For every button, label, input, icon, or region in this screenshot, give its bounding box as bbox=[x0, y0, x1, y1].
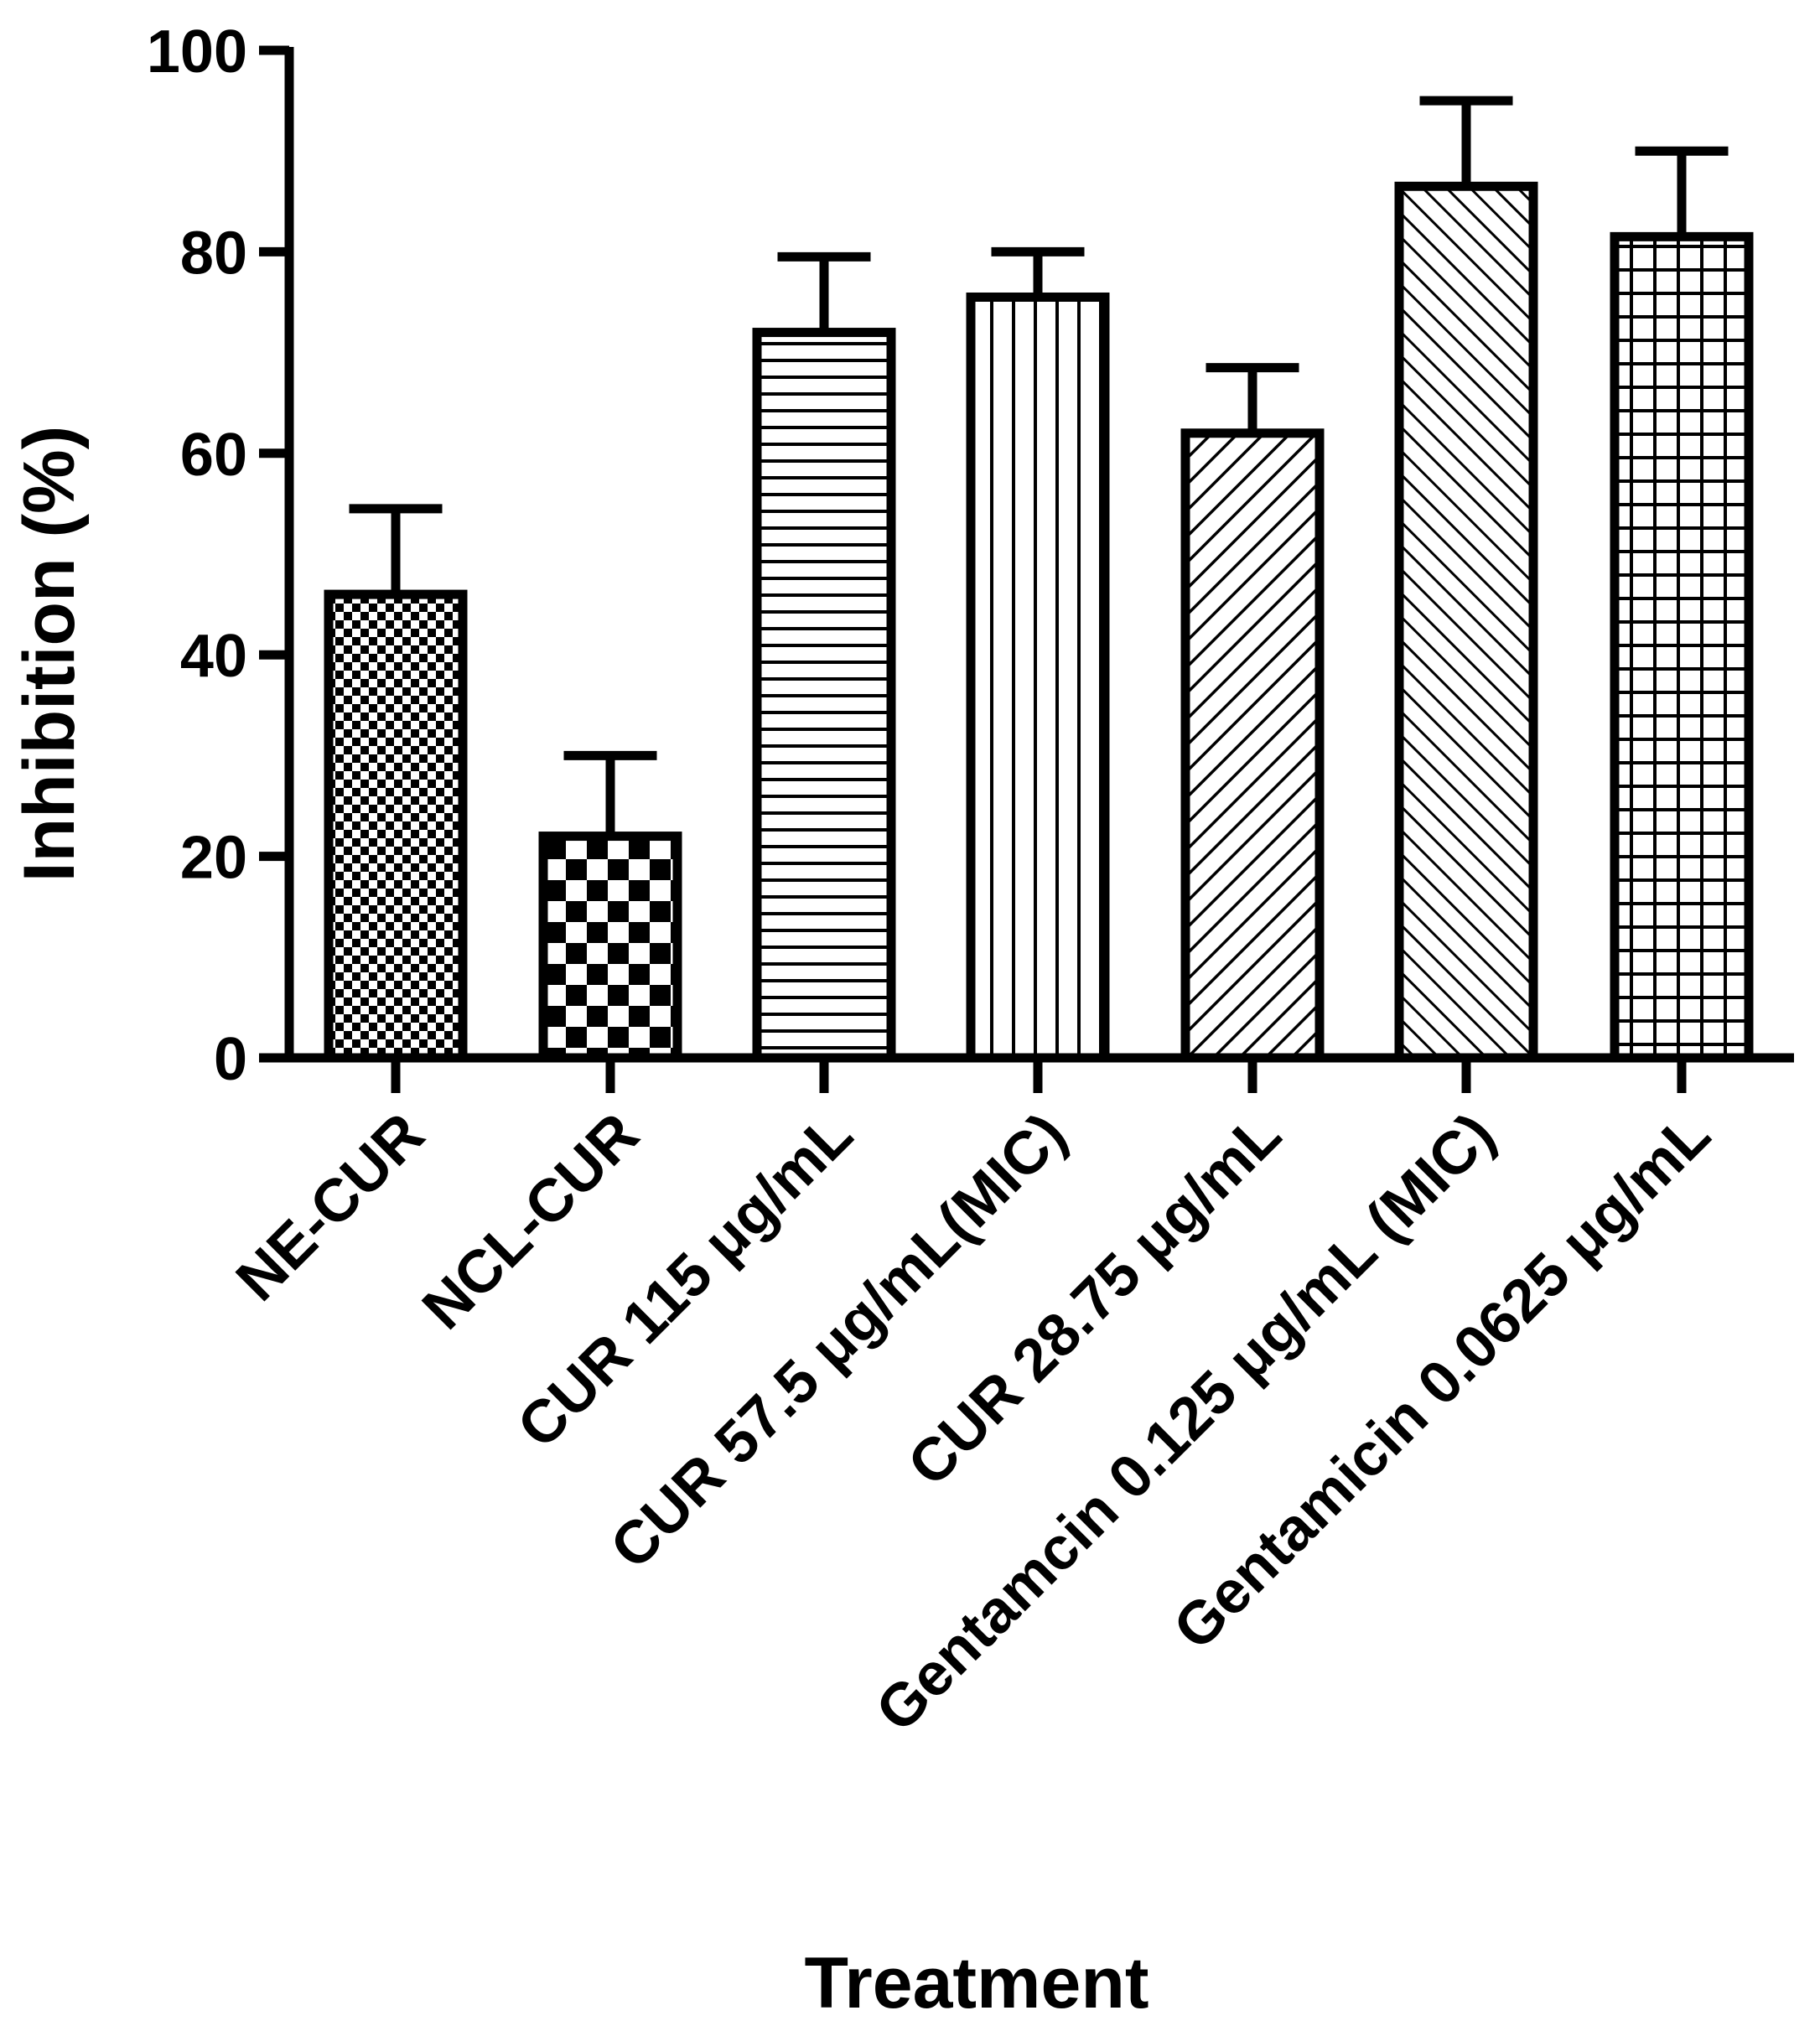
bar bbox=[1180, 428, 1325, 1063]
x-category-label: CUR 28.75 μg/mL bbox=[895, 1101, 1294, 1499]
y-tick-label: 40 bbox=[180, 623, 247, 690]
bars-group bbox=[324, 96, 1754, 1063]
x-axis-title: Treatment bbox=[804, 1943, 1149, 2023]
y-tick-label: 100 bbox=[147, 18, 247, 85]
bar bbox=[538, 832, 682, 1063]
y-tick-label: 60 bbox=[180, 422, 247, 489]
bar bbox=[966, 292, 1110, 1063]
y-tick-label: 0 bbox=[214, 1026, 247, 1093]
bar bbox=[324, 589, 468, 1063]
bar bbox=[1610, 231, 1754, 1063]
y-tick-label: 80 bbox=[180, 220, 247, 287]
x-category-label: NE-CUR bbox=[224, 1101, 438, 1314]
y-axis: 0 20 40 60 80 100 bbox=[147, 18, 294, 1093]
bar bbox=[1394, 181, 1538, 1063]
y-axis-title: Inhibition (%) bbox=[9, 426, 90, 883]
bar bbox=[752, 328, 896, 1063]
y-tick-label: 20 bbox=[180, 825, 247, 892]
